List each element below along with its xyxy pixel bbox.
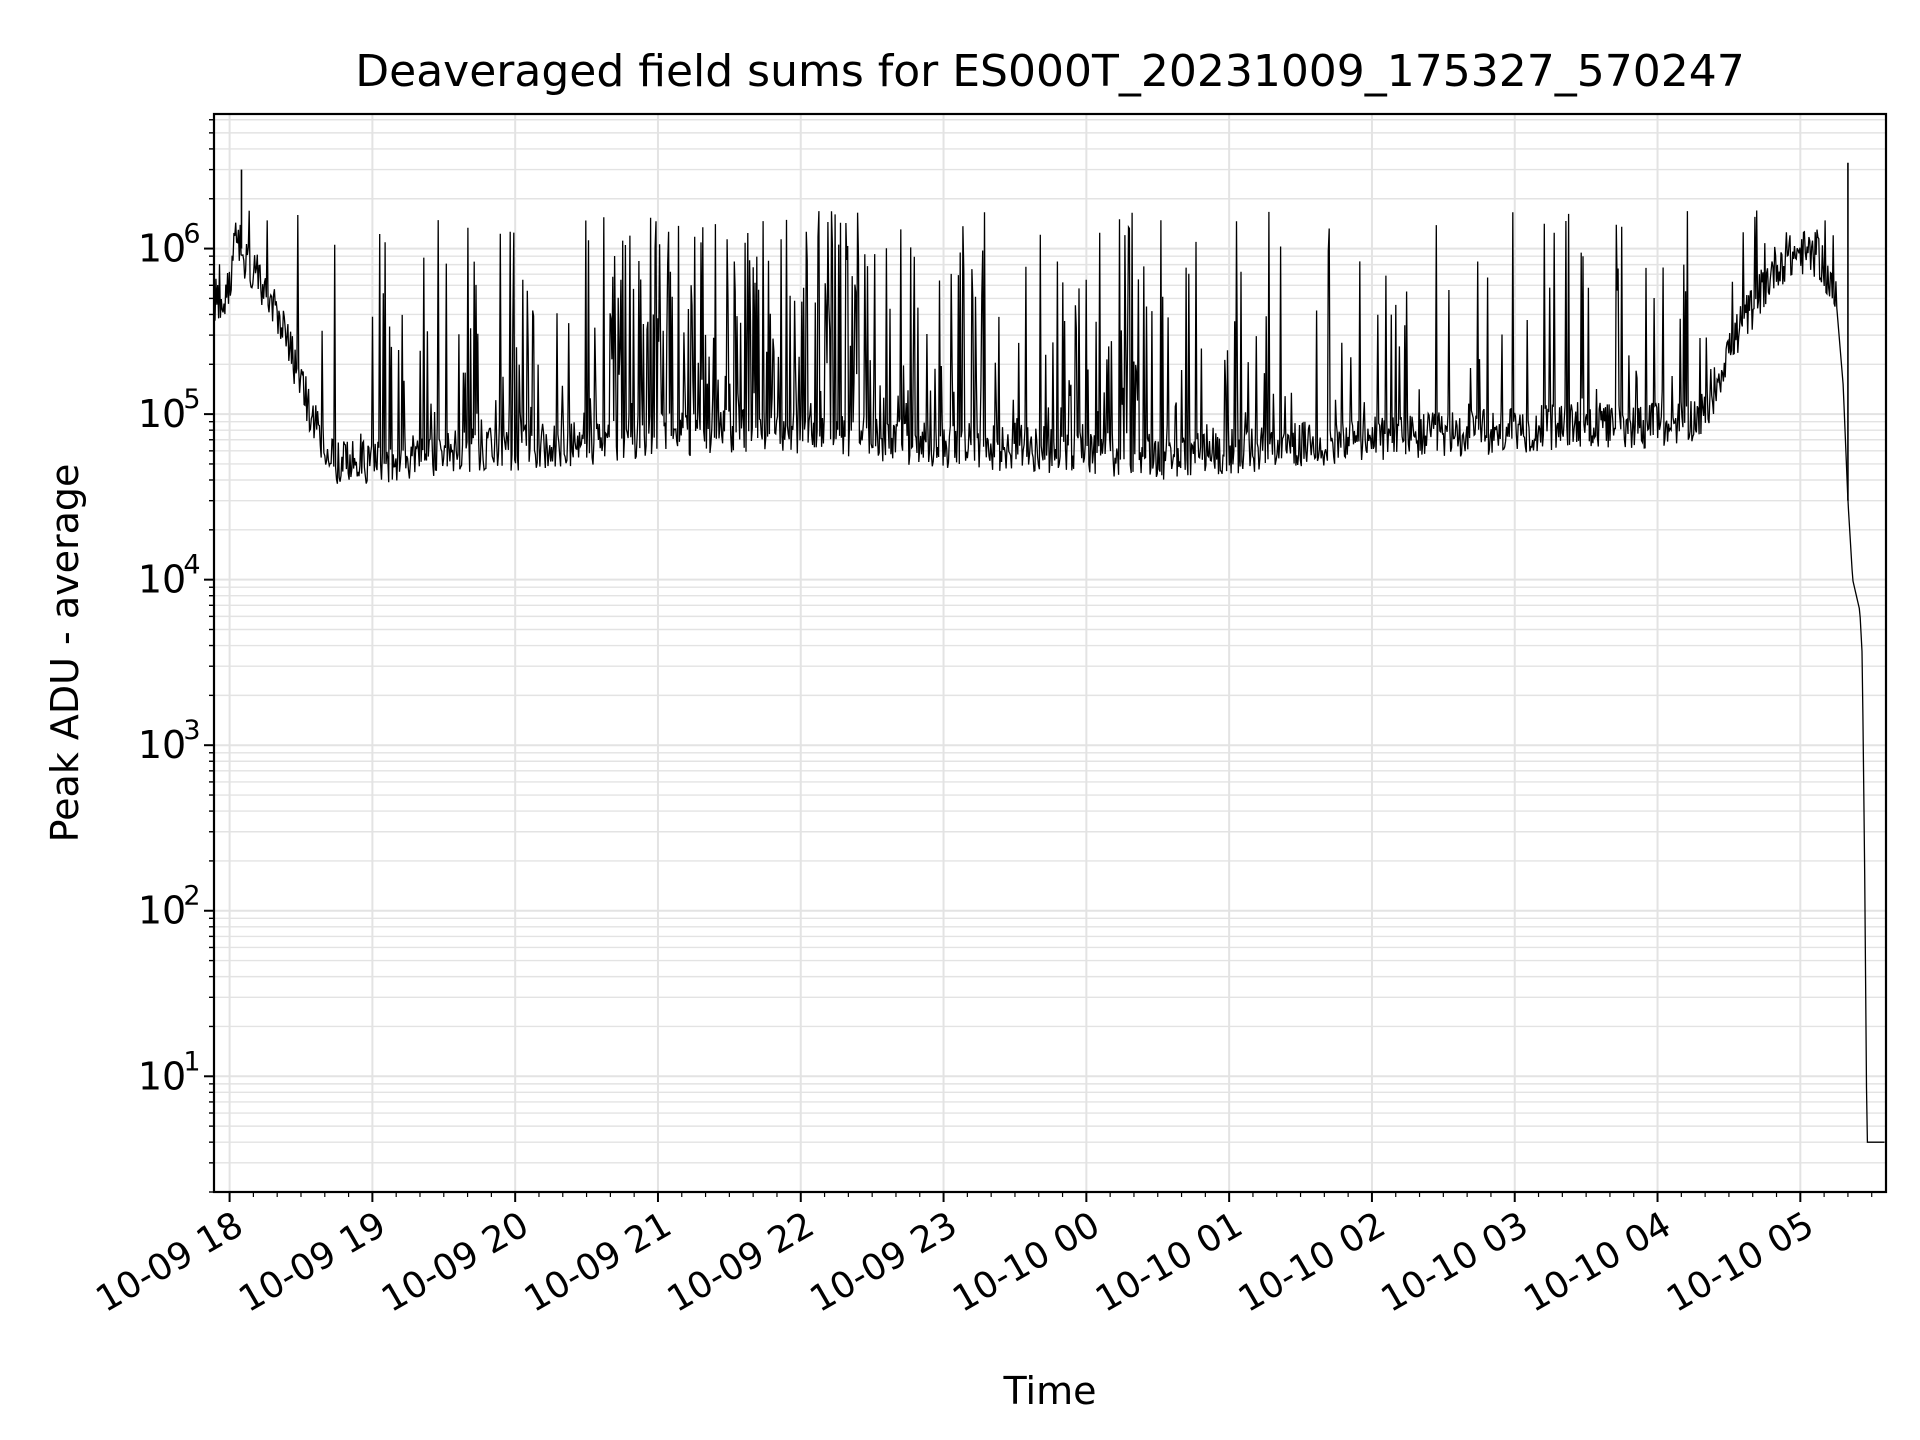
y-tick-label: 10 [138, 723, 186, 767]
y-tick-label: 10 [138, 889, 186, 933]
y-tick-label-exponent: 4 [183, 550, 200, 581]
y-tick-label-exponent: 5 [183, 384, 200, 415]
x-tick-label: 10-09 21 [518, 1204, 679, 1320]
x-tick-label: 10-09 18 [89, 1204, 250, 1320]
y-tick-label-exponent: 6 [183, 219, 200, 250]
x-tick-label: 10-10 01 [1089, 1204, 1250, 1320]
y-tick-label-exponent: 1 [183, 1046, 200, 1077]
x-tick-label: 10-09 23 [803, 1204, 964, 1320]
y-axis-label: Peak ADU - average [43, 464, 87, 843]
x-tick-label: 10-10 02 [1232, 1204, 1393, 1320]
x-tick-label: 10-09 20 [375, 1204, 536, 1320]
y-tick-label: 10 [138, 392, 186, 436]
minor-gridlines [214, 119, 1886, 1193]
x-tick-label: 10-09 22 [661, 1204, 822, 1320]
x-axis-label: Time [1003, 1369, 1097, 1413]
data-line [214, 210, 1885, 1143]
y-tick-label: 10 [138, 1054, 186, 1098]
series-line [214, 162, 1885, 1143]
x-tick-label: 10-10 05 [1660, 1204, 1821, 1320]
y-tick-label-exponent: 2 [183, 881, 200, 912]
chart-title: Deaveraged field sums for ES000T_2023100… [355, 46, 1744, 97]
x-tick-label: 10-09 19 [232, 1204, 393, 1320]
x-tick-label: 10-10 03 [1375, 1204, 1536, 1320]
y-tick-label-exponent: 3 [183, 715, 200, 746]
x-tick-label: 10-10 00 [946, 1204, 1107, 1320]
major-gridlines [214, 114, 1886, 1192]
plot-frame [212, 112, 1888, 1194]
x-tick-label: 10-10 04 [1517, 1204, 1678, 1320]
y-tick-label: 10 [138, 227, 186, 271]
y-tick-label: 10 [138, 558, 186, 602]
